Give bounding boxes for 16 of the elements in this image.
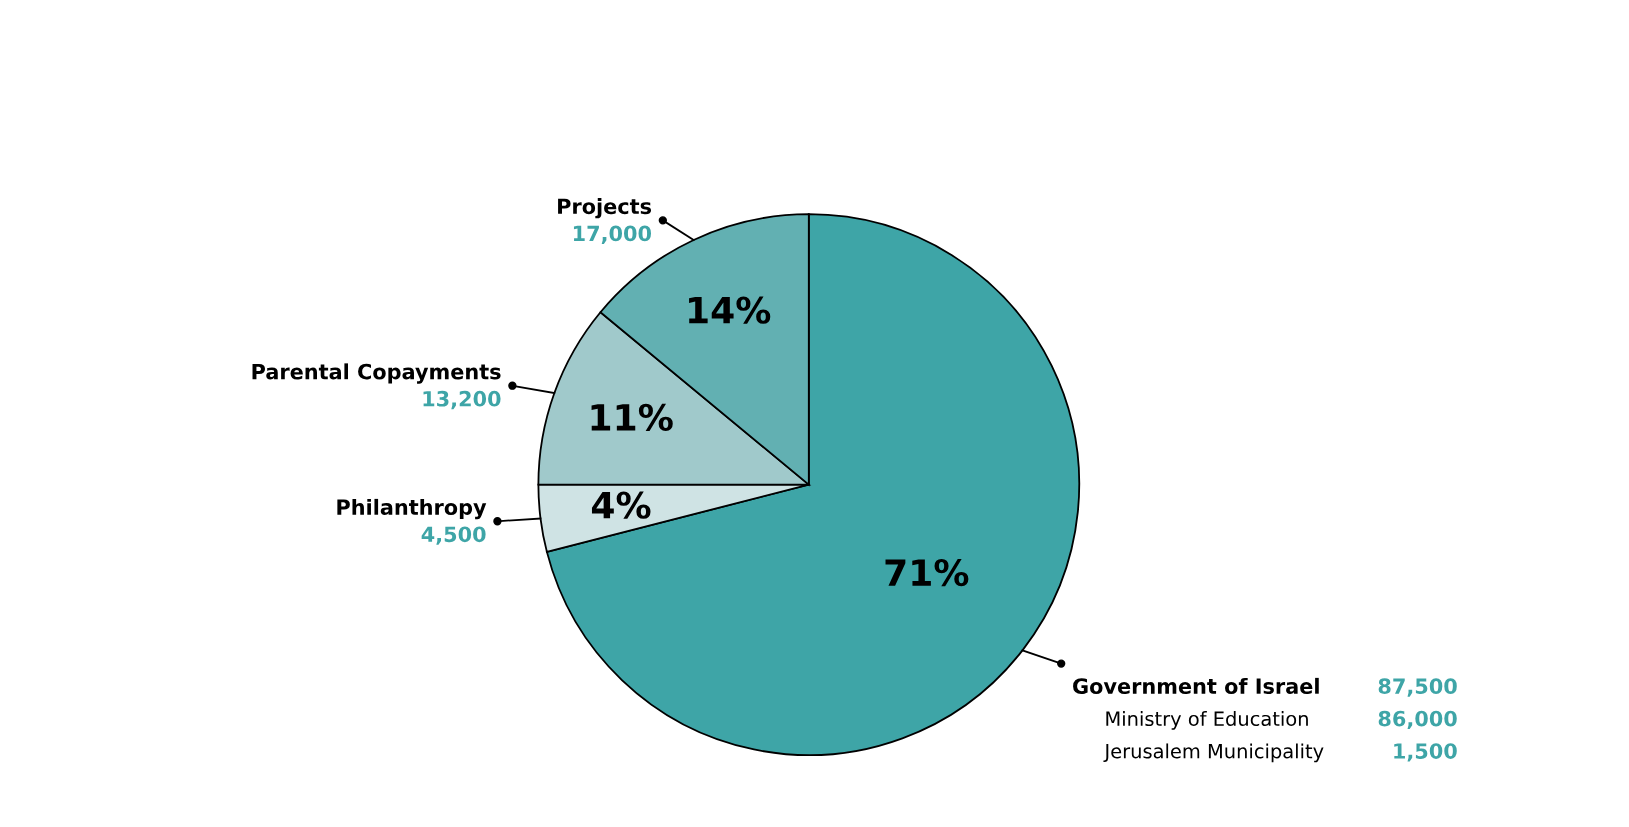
text: Ministry of Education bbox=[1106, 711, 1308, 730]
text: Jerusalem Municipality bbox=[1103, 743, 1324, 763]
slice-label: Parental Copayments bbox=[252, 363, 501, 384]
data-label: 4% bbox=[591, 491, 651, 519]
data-label: 14% bbox=[689, 296, 771, 324]
text: 17,000 bbox=[573, 225, 652, 244]
slice-label: Projects bbox=[558, 198, 652, 219]
slice-label: Government of Israel bbox=[1073, 677, 1319, 694]
text: 1,500 bbox=[1394, 743, 1457, 762]
text: 86,000 bbox=[1378, 710, 1457, 730]
text: 87,500 bbox=[1378, 678, 1457, 697]
slice-label: Philanthropy bbox=[337, 498, 487, 520]
text: 4,500 bbox=[421, 526, 486, 545]
data-label: 11% bbox=[591, 403, 673, 431]
text: 13,200 bbox=[423, 390, 501, 410]
data-label: 71% bbox=[885, 558, 969, 587]
